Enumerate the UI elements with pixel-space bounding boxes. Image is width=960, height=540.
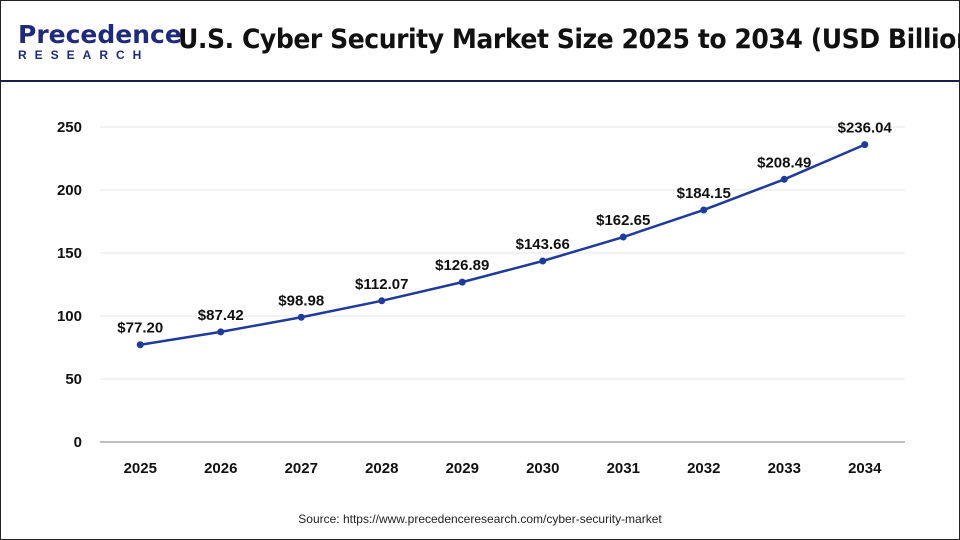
y-tick-label: 0 — [74, 434, 82, 451]
data-label: $98.98 — [278, 292, 324, 309]
y-tick-label: 250 — [57, 119, 82, 136]
x-tick-label: 2026 — [204, 460, 237, 477]
data-point — [619, 233, 627, 241]
data-point — [458, 278, 466, 286]
data-point — [780, 175, 788, 183]
logo-top-text: Precedence — [18, 20, 182, 49]
y-tick-label: 50 — [65, 371, 82, 388]
source-note: Source: https://www.precedenceresearch.c… — [298, 512, 662, 526]
x-tick-label: 2030 — [526, 460, 559, 477]
x-tick-label: 2033 — [768, 460, 801, 477]
x-tick-label: 2034 — [848, 460, 882, 477]
data-point — [700, 206, 708, 214]
x-tick-label: 2031 — [607, 460, 640, 477]
x-tick-label: 2032 — [687, 460, 720, 477]
x-tick-label: 2025 — [124, 460, 157, 477]
logo-bottom-text: RESEARCH — [18, 48, 150, 62]
chart-title: U.S. Cyber Security Market Size 2025 to … — [178, 24, 960, 55]
data-label: $143.66 — [516, 236, 570, 253]
data-label: $87.42 — [198, 307, 244, 324]
x-tick-label: 2027 — [285, 460, 318, 477]
data-point — [297, 313, 305, 321]
data-label: $126.89 — [435, 257, 489, 274]
data-label: $208.49 — [757, 154, 811, 171]
data-label: $236.04 — [838, 120, 893, 137]
header: Precedence RESEARCH U.S. Cyber Security … — [0, 0, 960, 82]
data-label: $162.65 — [596, 212, 650, 229]
series-line — [140, 143, 866, 346]
data-label: $112.07 — [355, 276, 408, 293]
x-tick-label: 2028 — [365, 460, 398, 477]
data-point — [861, 141, 869, 149]
y-tick-label: 100 — [57, 308, 82, 325]
precedence-research-logo: Precedence RESEARCH — [18, 20, 182, 63]
data-point — [217, 328, 225, 336]
y-tick-label: 200 — [57, 182, 82, 199]
y-tick-label: 150 — [57, 245, 82, 262]
data-point — [539, 257, 547, 265]
data-point — [378, 297, 386, 305]
x-tick-label: 2029 — [446, 460, 479, 477]
data-point — [136, 341, 144, 349]
data-label: $184.15 — [677, 185, 731, 202]
data-label: $77.20 — [117, 320, 163, 337]
